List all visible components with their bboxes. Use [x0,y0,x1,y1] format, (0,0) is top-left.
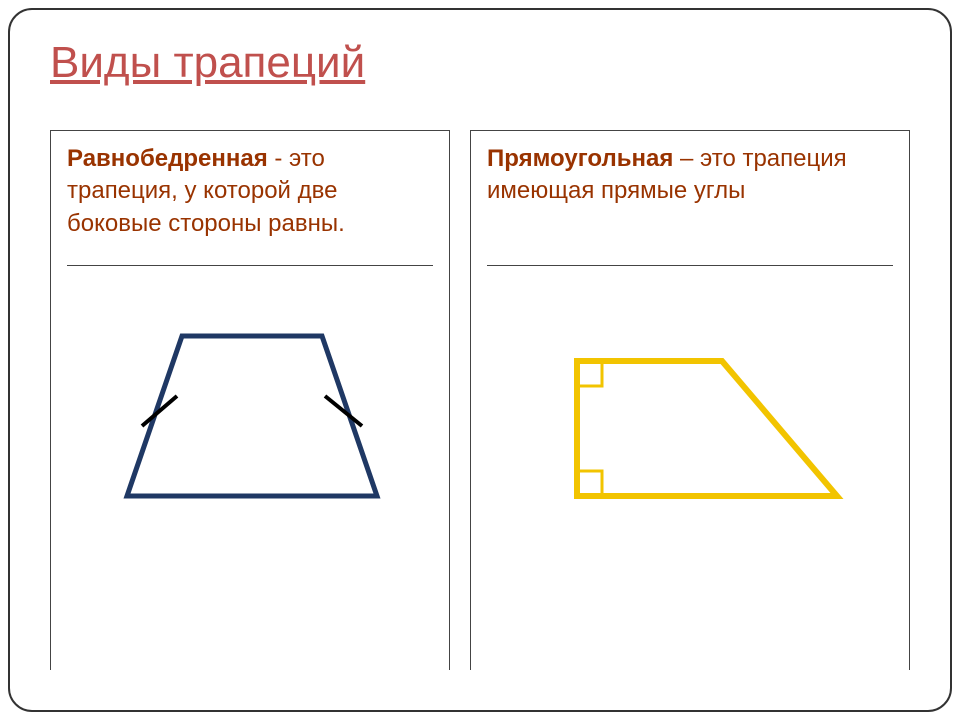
page-title: Виды трапеций [50,38,365,88]
right-shape-area [487,266,893,586]
left-heading: Равнобедренная [67,145,268,172]
right-text-block: Прямоугольная – это трапеция имеющая пря… [487,143,893,253]
right-heading: Прямоугольная [487,145,673,172]
left-panel: Равнобедренная - это трапеция, у которой… [50,130,450,670]
left-shape-area [67,266,433,586]
right-panel: Прямоугольная – это трапеция имеющая пря… [470,130,910,670]
left-text-block: Равнобедренная - это трапеция, у которой… [67,143,433,253]
isosceles-trapezoid-icon [67,266,447,586]
right-trapezoid-icon [487,266,907,586]
